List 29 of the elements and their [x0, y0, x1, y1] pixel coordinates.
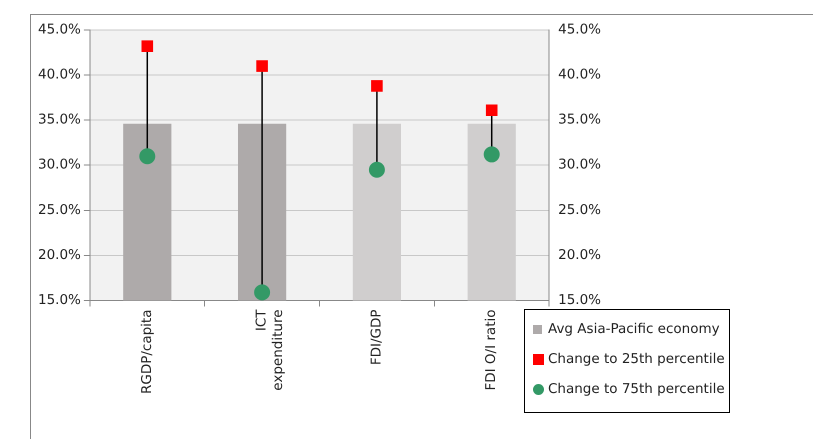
point	[371, 80, 383, 92]
x-tick-label: RGDP/capita	[138, 309, 155, 394]
x-tick-label: ICT expenditure	[254, 308, 286, 391]
legend-label: Change to 75th percentile	[548, 381, 725, 397]
x-tick-label: FDI/GDP	[368, 309, 384, 366]
y2-tick-label: 40.0%	[558, 66, 602, 83]
legend-label: Avg Asia-Pacific economy	[548, 321, 720, 337]
y-tick-label: 15.0%	[38, 292, 82, 308]
x-tick-label: FDI O/I ratio	[483, 309, 500, 391]
point	[368, 162, 385, 178]
point	[256, 60, 268, 72]
point	[141, 40, 154, 52]
point	[484, 146, 500, 162]
point	[254, 284, 270, 300]
y-tick-label: 45.0%	[38, 22, 82, 38]
y-tick-label: 40.0%	[38, 66, 82, 83]
y-tick-label: 35.0%	[38, 112, 82, 128]
y-tick-label: 20.0%	[38, 246, 82, 263]
y2-tick-label: 25.0%	[558, 202, 602, 218]
y2-tick-label: 35.0%	[558, 112, 602, 128]
point	[486, 104, 498, 116]
y2-tick-label: 30.0%	[558, 156, 602, 173]
y-tick-label: 25.0%	[38, 202, 82, 218]
point	[139, 148, 156, 164]
y2-tick-label: 45.0%	[558, 22, 602, 38]
y-tick-label: 30.0%	[38, 156, 82, 173]
legend-label: Change to 25th percentile	[548, 351, 725, 367]
y2-tick-label: 15.0%	[558, 292, 602, 308]
y2-tick-label: 20.0%	[558, 246, 602, 263]
